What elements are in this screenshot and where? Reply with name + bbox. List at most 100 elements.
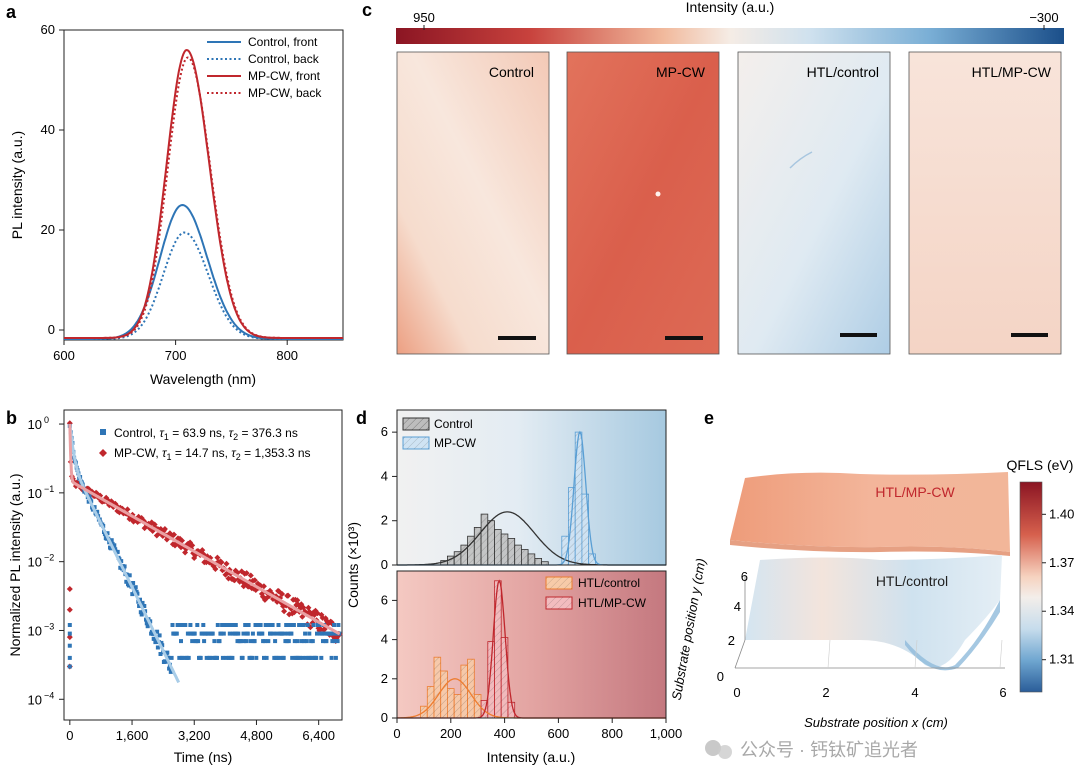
panel-b-point-control [157, 633, 162, 638]
panel-b-point-mpcw [285, 592, 292, 599]
panel-c-map-htl-control-scalebar [840, 333, 877, 337]
panel-d-bar-hatch [534, 558, 542, 565]
panel-d-bar-hatch [474, 694, 481, 718]
panel-b-point-control-floor [302, 639, 307, 644]
panel-d-bar-hatch [487, 520, 495, 565]
panel-d-bar-hatch [427, 686, 434, 718]
panel-d-xtick-label: 400 [494, 726, 516, 741]
panel-b-ytick-label: 10 [28, 417, 42, 432]
panel-d-xtick-label: 800 [601, 726, 623, 741]
panel-b-point-control-early [67, 623, 72, 627]
panel-b-legend-tau2-sub: 2 [233, 432, 238, 442]
panel-b-point-control-floor [267, 623, 272, 627]
panel-d-bar-hatch [494, 529, 502, 565]
panel-c-map-htl-mpcw: HTL/MP-CW [908, 51, 1062, 355]
panel-d-ylabel: Counts (×10³) [345, 522, 361, 608]
panel-d-legend-mpcw-hatch [403, 437, 429, 449]
panel-b-ytick-label: 10 [28, 486, 42, 501]
panel-a-legend-label: Control, front [248, 35, 318, 49]
panel-d-bar-hatch [454, 694, 461, 718]
panel-d-top-legend: Control MP-CW [402, 417, 477, 450]
panel-b-point-control-floor [322, 631, 327, 636]
panel-d-legend-control: Control [434, 417, 473, 431]
panel-label-b: b [6, 408, 17, 428]
panel-b-xtick-label: 1,600 [116, 728, 149, 743]
panel-b-point-control-floor [250, 655, 254, 660]
panel-b-point-control [127, 573, 132, 578]
panel-b-point-control-floor [264, 655, 269, 660]
panel-b-point-control-floor [299, 639, 304, 644]
panel-b-point-control-floor [281, 655, 286, 660]
panel-c-map-control-scalebar [498, 336, 536, 340]
panel-b-point-control-floor [286, 639, 291, 644]
panel-a-xlabel: Wavelength (nm) [150, 371, 256, 387]
panel-e-ytick-0: 0 [717, 669, 724, 684]
panel-b-point-control-floor [252, 639, 257, 644]
panel-a-xtick-label: 700 [165, 348, 187, 363]
panel-e-surface-htl-mpcw [730, 472, 1010, 552]
panel-d-top-ytick-label: 6 [381, 424, 388, 439]
panel-b-point-control-floor [217, 639, 222, 644]
panel-b-point-control-floor [274, 631, 279, 636]
panel-b-legend-sep1: , [222, 426, 229, 440]
panel-b-point-control-floor [244, 639, 248, 644]
panel-b-point-control-floor [260, 631, 265, 636]
panel-b-point-control-floor [268, 631, 273, 636]
panel-b-point-control [113, 547, 118, 552]
panel-d-bar-hatch [581, 494, 589, 565]
panel-e-colorbar-tick-label: 1.31 [1049, 652, 1074, 667]
panel-e-qfls-surfaces: HTL/MP-CW HTL/control 0 2 4 6 0 2 4 6 Su… [669, 457, 1075, 730]
panel-b-point-control [119, 559, 124, 564]
panel-b-point-control-floor [210, 631, 215, 636]
panel-b-legend-sep2: , [225, 446, 232, 460]
panel-c-map-htl-control: HTL/control [737, 51, 891, 355]
panel-b-point-control-floor [254, 655, 259, 660]
panel-a-line-mp-cw-back [64, 56, 343, 339]
panel-label-e: e [704, 408, 714, 428]
panel-d-bar-hatch [575, 432, 582, 565]
panel-b-point-control [112, 543, 117, 548]
panel-b-point-control-floor [178, 623, 183, 627]
panel-e-surface-htl-control [745, 555, 1002, 668]
panel-b-point-control-floor [286, 631, 290, 636]
panel-a-ytick-label: 20 [41, 222, 55, 237]
panel-b-point-control-floor [262, 639, 267, 644]
panel-d-bar-hatch [447, 556, 455, 565]
panel-b-point-control-floor [200, 631, 205, 636]
panel-e-xtick-4: 4 [911, 685, 918, 700]
panel-b-point-mpcw [124, 506, 131, 513]
panel-c-map-mpcw-image [566, 51, 720, 355]
panel-b-point-control-floor [215, 655, 219, 660]
panel-b-point-mpcw [260, 583, 267, 590]
panel-c-map-htl-control-title: HTL/control [807, 64, 879, 80]
panel-b-point-control-floor [204, 655, 209, 660]
panel-b-point-control-floor [291, 623, 296, 627]
panel-b-point-mpcw-early [66, 586, 73, 592]
panel-b-point-control [137, 604, 142, 608]
panel-d-bar-hatch [501, 534, 508, 565]
panel-b-xlabel: Time (ns) [174, 749, 233, 765]
panel-b-point-mpcw [161, 526, 168, 532]
panel-e-ytick-2: 2 [728, 633, 735, 648]
panel-b-point-control-floor [303, 631, 308, 636]
panel-a-xtick-label: 800 [276, 348, 298, 363]
panel-e-label-htl-control: HTL/control [876, 573, 948, 589]
panel-b-point-control-floor [241, 631, 246, 636]
panel-b-point-control-floor [319, 655, 324, 660]
panel-b-point-control-floor [215, 623, 220, 627]
panel-b-point-control-floor [335, 639, 340, 644]
panel-b-point-mpcw [300, 604, 307, 611]
panel-a-ytick-label: 40 [41, 122, 55, 137]
panel-b-point-control [149, 629, 154, 634]
panel-b-legend-mpcw-tau1: 14.7 ns [185, 446, 224, 460]
panel-b-point-mpcw [171, 531, 177, 538]
panel-b-point-control-floor [317, 623, 322, 627]
panel-e-grid-2 [914, 639, 918, 669]
panel-b-point-control-floor [303, 655, 308, 660]
panel-b-point-control-floor [332, 623, 337, 627]
panel-d-legend-htlc-hatch [546, 577, 572, 589]
panel-b-legend-eq2: = [238, 426, 252, 440]
panel-a-xtick-label: 600 [53, 348, 75, 363]
